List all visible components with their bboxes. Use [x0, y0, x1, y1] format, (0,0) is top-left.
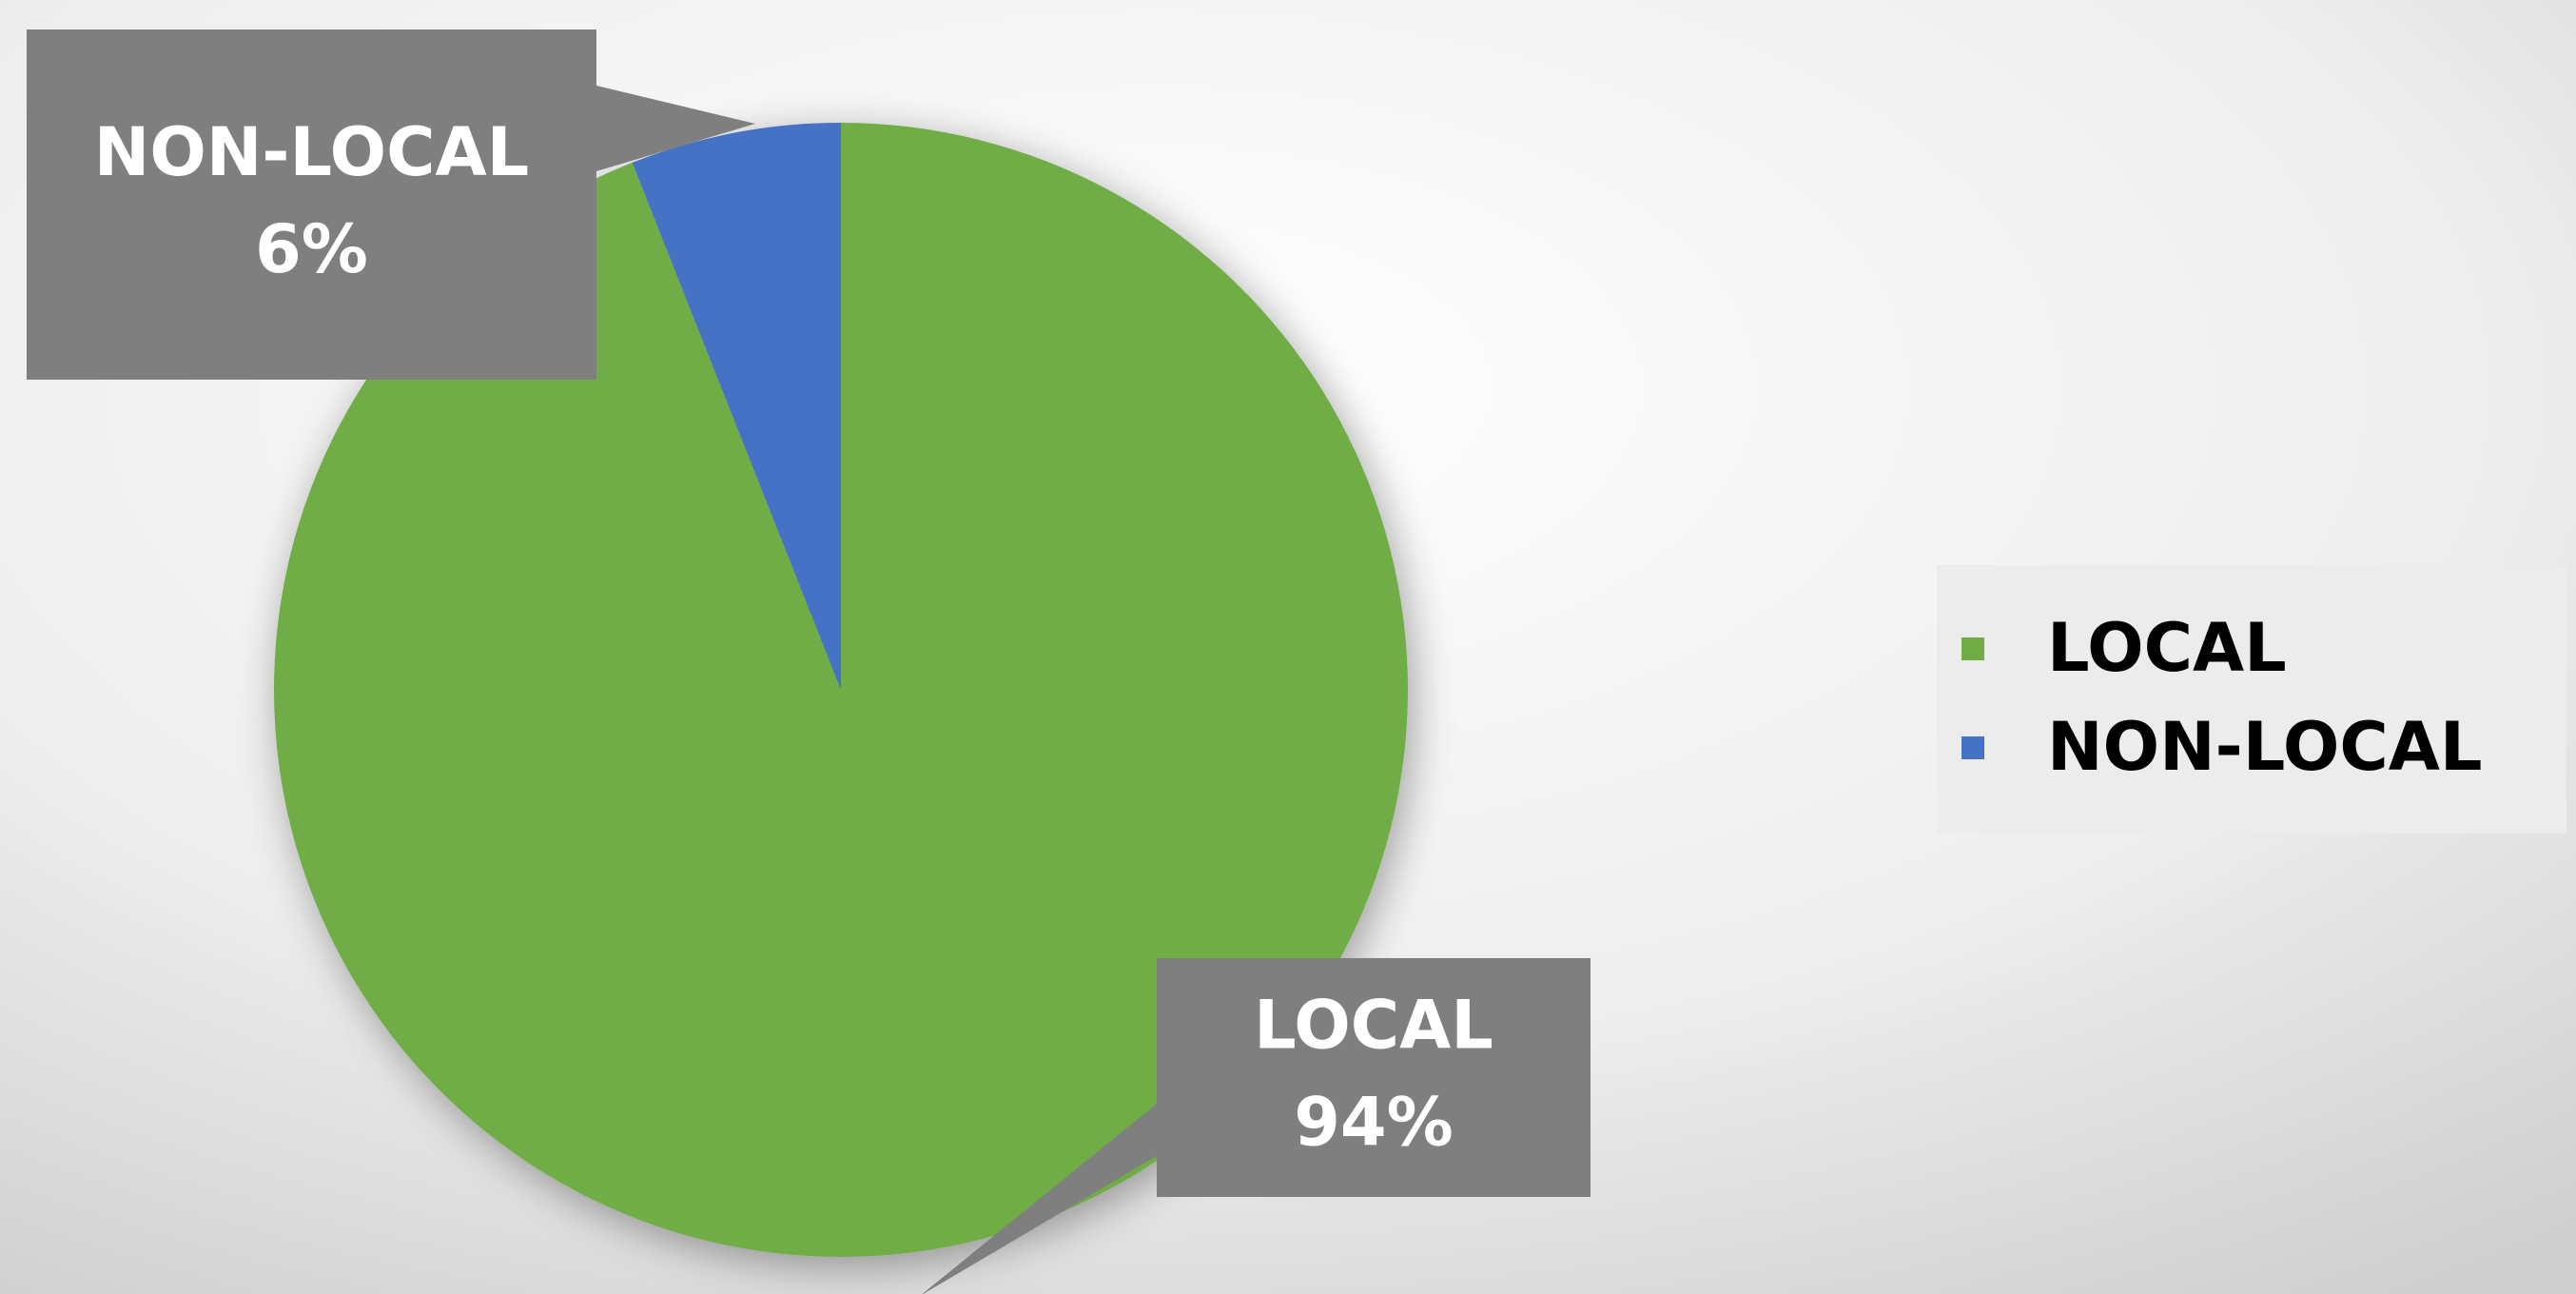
pie-slice [632, 123, 841, 690]
pie [273, 123, 1408, 1257]
callout-pointer [596, 86, 755, 171]
legend-swatch [1961, 637, 1984, 660]
label-category: LOCAL [1254, 987, 1493, 1065]
label-value: 94% [1294, 1084, 1454, 1162]
label-value: 6% [255, 210, 368, 288]
legend-label: LOCAL [2047, 609, 2287, 687]
legend-swatch [1961, 736, 1984, 759]
label-category: NON-LOCAL [94, 113, 530, 191]
data-labels: LOCAL 94% NON-LOCAL 6% [27, 29, 1590, 1294]
label-box [27, 29, 596, 380]
legend-label: NON-LOCAL [2047, 708, 2483, 786]
pie-slice [273, 123, 1408, 1257]
legend: LOCAL NON-LOCAL [1961, 609, 2483, 786]
callout-pointer [922, 1104, 1157, 1294]
label-box [1157, 958, 1590, 1197]
legend-box [1937, 565, 2566, 833]
